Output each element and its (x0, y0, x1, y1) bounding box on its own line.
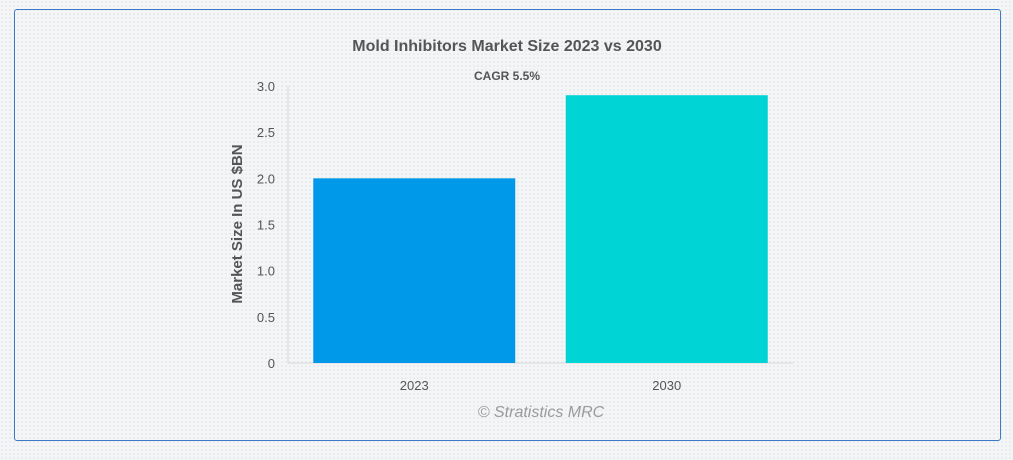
chart-card (14, 9, 1001, 441)
chart-subtitle: CAGR 5.5% (474, 69, 540, 83)
watermark: © Stratistics MRC (478, 404, 605, 421)
x-tick-label: 2030 (652, 378, 681, 393)
y-tick-label: 1.5 (257, 218, 275, 233)
y-axis-label: Market Size In US $BN (229, 144, 246, 303)
y-tick-label: 0 (268, 356, 275, 371)
y-tick-label: 1.0 (257, 264, 275, 279)
bar-2030[interactable] (565, 95, 768, 363)
y-tick-label: 0.5 (257, 310, 275, 325)
y-tick-label: 3.0 (257, 79, 275, 94)
bar-2023[interactable] (313, 178, 516, 363)
chart-title: Mold Inhibitors Market Size 2023 vs 2030 (352, 38, 662, 55)
y-tick-label: 2.0 (257, 171, 275, 186)
y-tick-label: 2.5 (257, 125, 275, 140)
x-tick-label: 2023 (400, 378, 429, 393)
